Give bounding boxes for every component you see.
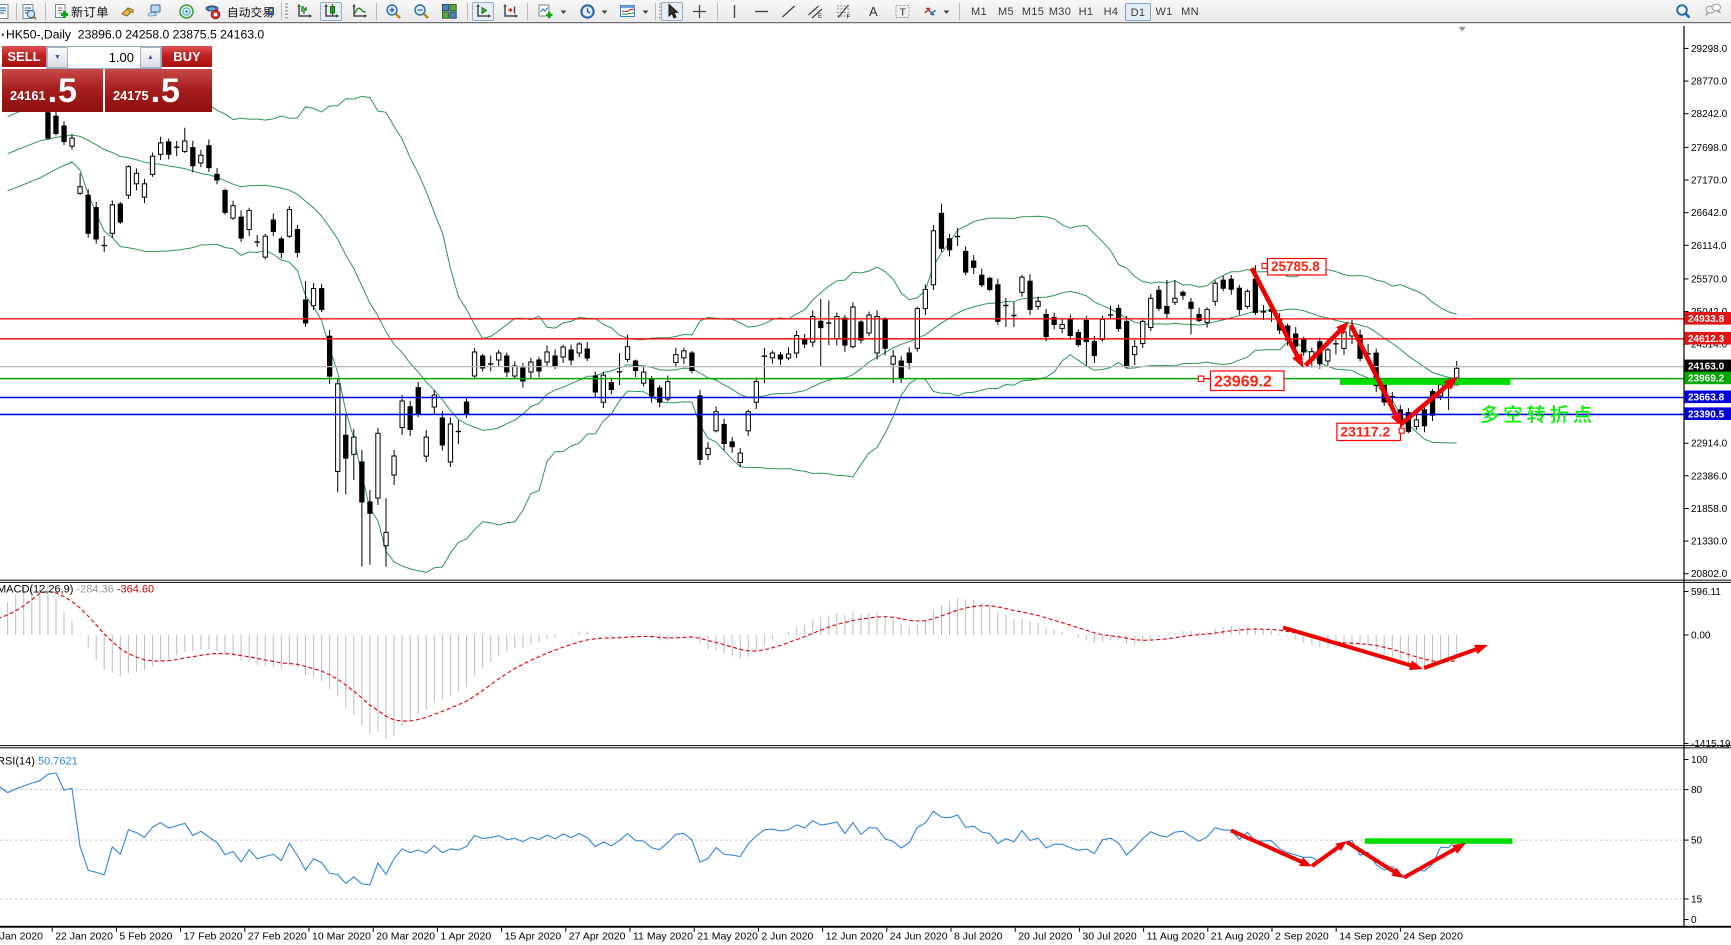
svg-text:22914.0: 22914.0 <box>1691 439 1728 450</box>
svg-text:23663.8: 23663.8 <box>1688 392 1725 403</box>
svg-text:27170.0: 27170.0 <box>1691 176 1728 187</box>
svg-text:T: T <box>899 7 906 19</box>
svg-text:23117.2: 23117.2 <box>1340 424 1390 440</box>
svg-text:15 Apr 2020: 15 Apr 2020 <box>505 931 562 943</box>
svg-text:-1415.19: -1415.19 <box>1691 739 1731 750</box>
svg-text:12 Jun 2020: 12 Jun 2020 <box>826 931 884 943</box>
svg-text:HK50-,Daily 23896.0 24258.0 2: HK50-,Daily 23896.0 24258.0 23875.5 2416… <box>6 28 264 42</box>
svg-text:27698.0: 27698.0 <box>1691 143 1728 154</box>
svg-text:14 Sep 2020: 14 Sep 2020 <box>1339 931 1399 943</box>
svg-text:24 Sep 2020: 24 Sep 2020 <box>1403 931 1463 943</box>
svg-text:10 Mar 2020: 10 Mar 2020 <box>312 931 371 943</box>
svg-text:17 Feb 2020: 17 Feb 2020 <box>184 931 243 943</box>
svg-text:22386.0: 22386.0 <box>1691 471 1728 482</box>
svg-text:5 Feb 2020: 5 Feb 2020 <box>119 931 172 943</box>
svg-text:28770.0: 28770.0 <box>1691 77 1728 88</box>
svg-text:8 Jul 2020: 8 Jul 2020 <box>954 931 1003 943</box>
svg-text:0.00: 0.00 <box>1691 631 1711 642</box>
svg-text:24933.8: 24933.8 <box>1688 314 1725 325</box>
svg-text:23390.5: 23390.5 <box>1688 409 1725 420</box>
svg-text:50: 50 <box>1691 836 1703 847</box>
svg-text:26642.0: 26642.0 <box>1691 208 1728 219</box>
svg-text:27 Apr 2020: 27 Apr 2020 <box>569 931 626 943</box>
svg-text:15: 15 <box>1691 895 1703 906</box>
svg-text:27 Feb 2020: 27 Feb 2020 <box>248 931 307 943</box>
svg-text:20802.0: 20802.0 <box>1691 569 1728 580</box>
svg-text:25785.8: 25785.8 <box>1271 259 1320 274</box>
svg-text:596.11: 596.11 <box>1691 587 1721 598</box>
svg-text:1 Apr 2020: 1 Apr 2020 <box>440 931 491 943</box>
svg-text:21330.0: 21330.0 <box>1691 537 1728 548</box>
svg-text:25570.0: 25570.0 <box>1691 274 1728 285</box>
svg-text:20 Mar 2020: 20 Mar 2020 <box>376 931 435 943</box>
svg-text:21 Aug 2020: 21 Aug 2020 <box>1211 931 1270 943</box>
svg-text:100: 100 <box>1691 755 1708 766</box>
svg-text:28242.0: 28242.0 <box>1691 109 1728 120</box>
svg-text:24514.0: 24514.0 <box>1691 340 1728 351</box>
svg-text:22 Jan 2020: 22 Jan 2020 <box>55 931 113 943</box>
svg-text:2 Jun 2020: 2 Jun 2020 <box>761 931 813 943</box>
svg-text:F: F <box>846 15 850 21</box>
svg-text:24163.0: 24163.0 <box>1688 362 1725 373</box>
svg-text:24 Jun 2020: 24 Jun 2020 <box>890 931 948 943</box>
svg-text:1 Jan 2020: 1 Jan 2020 <box>0 931 43 943</box>
svg-text:E: E <box>818 14 822 20</box>
svg-text:MACD(12,26,9) -284.36 -364.60: MACD(12,26,9) -284.36 -364.60 <box>0 584 154 596</box>
svg-text:21858.0: 21858.0 <box>1691 504 1728 515</box>
svg-text:23969.2: 23969.2 <box>1688 374 1725 385</box>
svg-text:26114.0: 26114.0 <box>1691 241 1727 252</box>
svg-text:80: 80 <box>1691 785 1703 796</box>
svg-text:11 Aug 2020: 11 Aug 2020 <box>1147 931 1205 943</box>
svg-text:21 May 2020: 21 May 2020 <box>697 931 758 943</box>
svg-text:20 Jul 2020: 20 Jul 2020 <box>1018 931 1072 943</box>
svg-text:A: A <box>869 4 878 19</box>
svg-text:RSI(14) 50.7621: RSI(14) 50.7621 <box>0 756 78 768</box>
svg-text:2 Sep 2020: 2 Sep 2020 <box>1275 931 1329 943</box>
svg-text:11 May 2020: 11 May 2020 <box>633 931 693 943</box>
svg-text:23969.2: 23969.2 <box>1214 374 1272 391</box>
svg-text:30 Jul 2020: 30 Jul 2020 <box>1082 931 1136 943</box>
svg-text:24612.3: 24612.3 <box>1688 334 1725 345</box>
svg-text:0: 0 <box>1691 915 1697 926</box>
svg-text:29298.0: 29298.0 <box>1691 44 1728 55</box>
